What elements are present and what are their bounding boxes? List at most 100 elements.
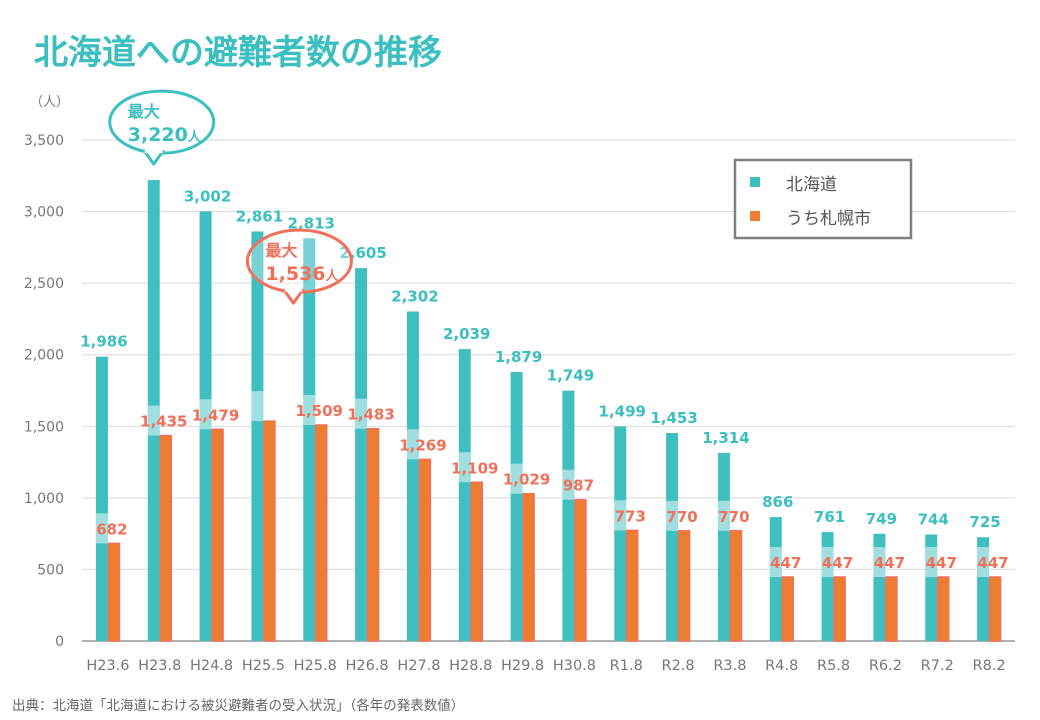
- y-tick-label: 0: [55, 634, 64, 650]
- data-label-sapporo: 1,109: [451, 459, 498, 477]
- data-label-hokkaido: 1,749: [547, 367, 594, 385]
- data-label-sapporo: 447: [977, 554, 1008, 572]
- bar-sapporo: [211, 428, 224, 642]
- bar-hokkaido: [355, 268, 368, 641]
- label-highlight: [562, 469, 575, 500]
- data-label-sapporo: 1,483: [347, 406, 394, 424]
- callout-title: 最大: [265, 241, 297, 260]
- y-tick-label: 1,500: [24, 419, 64, 435]
- x-tick-label: H24.8: [190, 658, 233, 674]
- label-highlight: [821, 547, 834, 578]
- y-tick-label: 3,000: [24, 205, 64, 221]
- data-label-sapporo: 773: [615, 507, 646, 525]
- data-label-sapporo: 1,435: [140, 413, 187, 431]
- bar-hokkaido: [303, 238, 316, 641]
- y-tick-label: 1,000: [24, 491, 64, 507]
- bar-sapporo: [781, 576, 794, 642]
- bar-sapporo: [366, 427, 380, 642]
- bar-sapporo: [833, 576, 846, 642]
- label-highlight: [199, 399, 212, 430]
- x-tick-label: H30.8: [553, 658, 596, 674]
- label-highlight: [717, 500, 730, 531]
- bar-hokkaido: [458, 349, 471, 641]
- data-label-hokkaido: 2,039: [443, 325, 490, 343]
- data-label-hokkaido: 761: [814, 508, 845, 526]
- label-highlight: [303, 394, 316, 425]
- x-tick-label: H25.8: [294, 658, 337, 674]
- x-tick-label: H26.8: [345, 658, 388, 674]
- x-tick-label: R4.8: [765, 658, 798, 674]
- y-tick-label: 2,000: [24, 348, 64, 364]
- bar-sapporo: [263, 420, 276, 642]
- label-highlight: [666, 500, 679, 531]
- label-highlight: [769, 547, 782, 578]
- data-label-hokkaido: 1,453: [650, 409, 697, 427]
- bar-sapporo: [937, 576, 950, 642]
- data-label-sapporo: 770: [666, 508, 697, 526]
- x-tick-label: R8.2: [973, 658, 1006, 674]
- y-axis-unit: （人）: [30, 95, 69, 110]
- data-label-sapporo: 770: [718, 508, 749, 526]
- x-tick-label: H29.8: [501, 658, 544, 674]
- data-label-hokkaido: 1,986: [80, 333, 127, 351]
- x-tick-label: R1.8: [610, 658, 643, 674]
- data-label-hokkaido: 2,861: [236, 207, 283, 225]
- bar-hokkaido: [614, 426, 627, 641]
- callout-value: 1,536人: [265, 263, 339, 285]
- bar-hokkaido: [406, 311, 419, 641]
- data-label-hokkaido: 1,879: [495, 348, 542, 366]
- data-label-sapporo: 682: [96, 520, 127, 538]
- label-highlight: [147, 405, 160, 436]
- data-label-hokkaido: 3,002: [184, 187, 231, 205]
- data-label-sapporo: 1,269: [399, 436, 446, 454]
- x-tick-label: R7.2: [921, 658, 954, 674]
- bar-sapporo: [988, 576, 1002, 642]
- bar-sapporo: [470, 481, 483, 642]
- data-label-hokkaido: 866: [762, 493, 793, 511]
- x-tick-label: H23.8: [138, 658, 181, 674]
- data-label-hokkaido: 744: [918, 511, 949, 529]
- data-label-sapporo: 447: [822, 554, 853, 572]
- legend-label-hokkaido: 北海道: [786, 175, 837, 195]
- data-label-sapporo: 447: [770, 554, 801, 572]
- data-label-sapporo: 1,479: [192, 406, 239, 424]
- bar-sapporo: [677, 530, 691, 642]
- data-label-hokkaido: 2,302: [391, 287, 438, 305]
- bar-sapporo: [574, 498, 587, 642]
- bar-sapporo: [729, 530, 743, 642]
- data-label-sapporo: 1,029: [503, 471, 550, 489]
- label-highlight: [977, 547, 990, 578]
- bar-sapporo: [626, 529, 639, 642]
- data-label-hokkaido: 2,813: [288, 214, 335, 232]
- data-label-hokkaido: 1,314: [702, 429, 749, 447]
- bar-sapporo: [315, 424, 328, 642]
- max-callout: 最大 1,536人: [245, 228, 353, 305]
- data-label-sapporo: 987: [563, 477, 594, 495]
- label-highlight: [873, 547, 886, 578]
- bar-sapporo: [522, 492, 535, 642]
- bar-hokkaido: [769, 517, 782, 641]
- label-highlight: [355, 398, 368, 429]
- label-highlight: [510, 463, 523, 494]
- chart-title: 北海道への避難者数の推移: [34, 33, 442, 73]
- bar-hokkaido: [666, 433, 679, 641]
- data-label-sapporo: 1,509: [296, 402, 343, 420]
- label-highlight: [458, 452, 471, 483]
- data-label-sapporo: 447: [926, 554, 957, 572]
- label-highlight: [614, 500, 627, 531]
- data-label-hokkaido: 749: [866, 510, 897, 528]
- x-tick-label: H25.5: [242, 658, 285, 674]
- bar-hokkaido: [717, 452, 730, 641]
- y-tick-label: 2,500: [24, 276, 64, 292]
- data-label-hokkaido: 1,499: [599, 402, 646, 420]
- x-tick-label: H23.6: [86, 658, 129, 674]
- y-tick-label: 3,500: [24, 133, 64, 149]
- x-tick-label: R5.8: [817, 658, 850, 674]
- callout-title: 最大: [128, 102, 160, 121]
- label-highlight: [406, 429, 419, 460]
- bar-hokkaido: [562, 390, 575, 641]
- source-note: 出典：北海道「北海道における被災避難者の受入状況」（各年の発表数値）: [12, 698, 464, 714]
- bar-hokkaido: [251, 231, 264, 641]
- bar-sapporo: [418, 458, 432, 642]
